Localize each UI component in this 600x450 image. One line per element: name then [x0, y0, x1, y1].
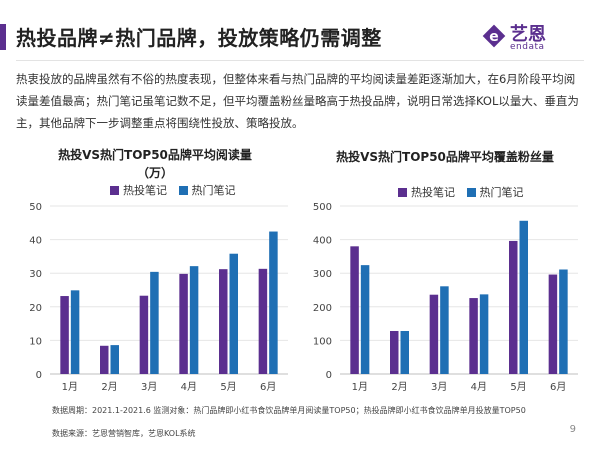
legend-swatch — [398, 187, 407, 197]
x-tick-label: 5月 — [510, 381, 526, 393]
chart-avg-reads: 热投VS热门TOP50品牌平均阅读量 （万） 热投笔记 热门笔记 0 10 20 30… — [10, 140, 300, 400]
endata-logo-icon: e — [482, 24, 506, 48]
chart-title: 热投VS热门TOP50品牌平均阅读量 （万） — [10, 146, 300, 182]
x-tick-label: 3月 — [431, 381, 447, 393]
bar-chart-plot: 0 100 200 300 400 500 1月 2月 3月 4月 5月 6月 — [313, 202, 578, 393]
y-tick-label: 30 — [29, 269, 42, 280]
chart-title: 热投VS热门TOP50品牌平均覆盖粉丝量 — [300, 148, 590, 166]
x-tick-label: 6月 — [260, 381, 276, 393]
x-tick-label: 1月 — [62, 381, 78, 393]
footer-data-period: 数据周期：2021.1-2021.6 监测对象：热门品牌即小红书食饮品牌单月阅读… — [52, 406, 526, 415]
legend-item-series-2: 热门笔记 — [466, 184, 524, 200]
legend-label: 热投笔记 — [411, 186, 455, 199]
x-tick-label: 2月 — [101, 381, 117, 393]
y-tick-label: 20 — [29, 303, 42, 314]
bar-1 — [548, 274, 558, 374]
bar-2 — [70, 290, 80, 374]
bar-2 — [519, 220, 528, 374]
bar-2 — [150, 271, 159, 374]
chart-title-line1: 热投VS热门TOP50品牌平均覆盖粉丝量 — [336, 150, 554, 164]
y-tick-label: 50 — [29, 202, 42, 213]
page-title: 热投品牌≠热门品牌，投放策略仍需调整 — [16, 26, 382, 50]
bar-1 — [100, 345, 109, 374]
chart-avg-followers: 热投VS热门TOP50品牌平均覆盖粉丝量 热投笔记 热门笔记 0 100 200 30… — [300, 140, 590, 400]
logo-name-en: endata — [510, 42, 545, 52]
chart-legend: 热投笔记 热门笔记 — [398, 184, 532, 200]
x-tick-label: 5月 — [220, 381, 236, 393]
legend-item-series-2: 热门笔记 — [178, 182, 236, 198]
x-tick-label: 2月 — [391, 381, 407, 393]
legend-label: 热门笔记 — [479, 186, 524, 199]
legend-item-series-1: 热投笔记 — [398, 184, 455, 200]
legend-label: 热门笔记 — [191, 184, 236, 197]
y-tick-label: 0 — [36, 370, 42, 381]
bar-1 — [509, 240, 518, 374]
chart-title-line2: （万） — [136, 166, 173, 180]
bar-1 — [469, 298, 478, 374]
bar-2 — [559, 269, 568, 374]
y-tick-label: 500 — [313, 202, 332, 213]
chart-legend: 热投笔记 热门笔记 — [110, 182, 244, 198]
bar-2 — [189, 266, 199, 374]
bar-1 — [258, 268, 268, 374]
page-number: 9 — [569, 424, 576, 435]
bar-2 — [110, 345, 119, 374]
bar-2 — [400, 330, 409, 374]
y-tick-label: 0 — [326, 370, 332, 381]
x-tick-label: 3月 — [141, 381, 157, 393]
bar-2 — [440, 286, 449, 374]
endata-logo: e 艺恩 endata — [480, 20, 560, 60]
x-tick-label: 4月 — [181, 381, 197, 393]
bar-1 — [350, 246, 359, 374]
y-tick-label: 300 — [313, 269, 332, 280]
y-tick-label: 200 — [313, 303, 332, 314]
x-tick-label: 4月 — [471, 381, 487, 393]
summary-paragraph: 热衷投放的品牌虽然有不俗的热度表现，但整体来看与热门品牌的平均阅读量差距逐渐加大… — [16, 72, 579, 130]
legend-label: 热投笔记 — [123, 184, 167, 197]
bar-1 — [390, 330, 399, 374]
header-divider — [16, 60, 584, 61]
bar-1 — [60, 296, 69, 374]
bar-2 — [229, 253, 238, 374]
legend-swatch — [110, 185, 119, 195]
bar-1 — [179, 273, 188, 374]
title-accent-bar — [0, 24, 6, 50]
y-tick-label: 10 — [29, 336, 42, 347]
bar-1 — [429, 294, 439, 374]
svg-text:e: e — [489, 29, 499, 45]
x-tick-label: 6月 — [550, 381, 566, 393]
logo-name-cn: 艺恩 — [510, 24, 546, 45]
legend-item-series-1: 热投笔记 — [110, 182, 167, 198]
y-tick-label: 100 — [313, 336, 332, 347]
bar-1 — [139, 295, 149, 374]
bar-2 — [360, 265, 370, 374]
legend-swatch — [178, 185, 188, 195]
bar-1 — [219, 269, 228, 374]
footer-data-source: 数据来源：艺恩营销智库，艺恩KOL系统 — [52, 429, 196, 438]
y-tick-label: 40 — [29, 236, 42, 247]
x-tick-label: 1月 — [352, 381, 368, 393]
bar-chart-plot: 0 10 20 30 40 50 1月 2月 3月 4月 5月 6月 — [29, 202, 288, 393]
bar-2 — [269, 231, 278, 374]
bar-2 — [479, 294, 489, 374]
legend-swatch — [466, 187, 476, 197]
chart-title-line1: 热投VS热门TOP50品牌平均阅读量 — [58, 148, 252, 162]
y-tick-label: 400 — [313, 236, 332, 247]
